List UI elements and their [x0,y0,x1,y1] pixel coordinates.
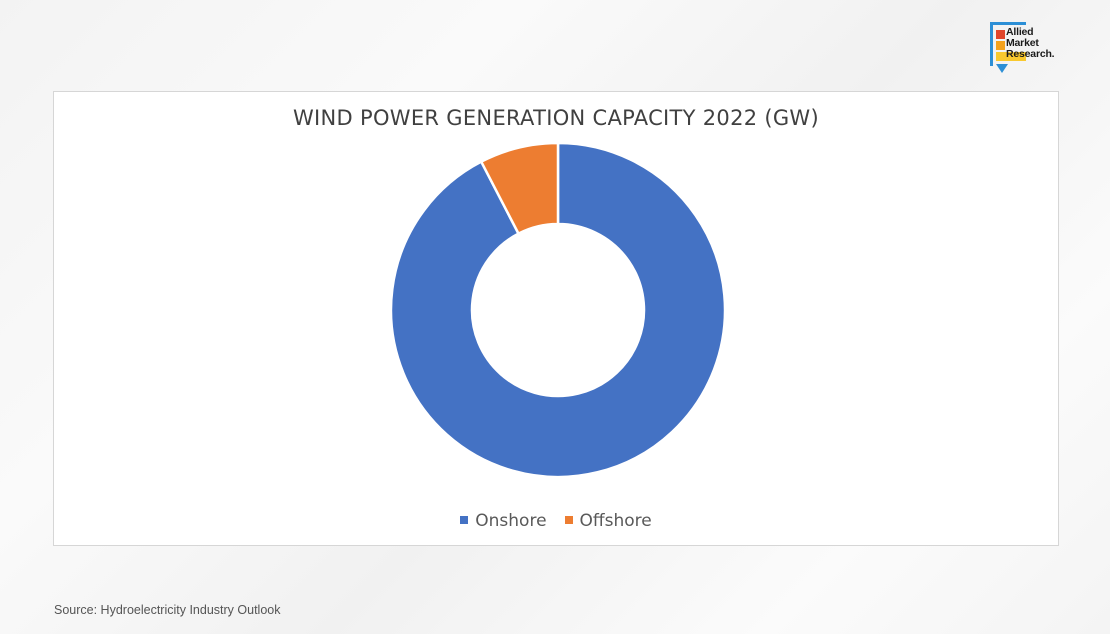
donut-slice-offshore [479,141,560,236]
logo-bar-orange [996,41,1005,50]
logo-bar-red [996,30,1005,39]
logo-line-1: Allied [1006,26,1034,38]
donut-slice-onshore [389,141,727,479]
chart-container: WIND POWER GENERATION CAPACITY 2022 (GW)… [53,91,1059,546]
legend-swatch [564,516,573,524]
chart-legend: Onshore Offshore [54,511,1058,531]
logo-bar-yellow [996,52,1026,61]
logo-tail [996,64,1008,73]
chart-title: WIND POWER GENERATION CAPACITY 2022 (GW) [292,106,819,130]
logo-frame [990,22,1026,66]
legend-label: Offshore [579,511,652,531]
logo-line-3: Research. [1006,48,1055,60]
logo-bars [996,30,1026,63]
logo-wordmark: Allied Market Research. [1006,26,1055,60]
legend-item-offshore: Offshore [564,511,652,531]
legend-label: Onshore [475,511,547,531]
logo-line-2: Market [1006,37,1039,49]
legend-item-onshore: Onshore [460,511,547,531]
legend-swatch [460,516,469,524]
allied-market-research-logo: Allied Market Research. [990,22,1090,78]
source-note: Source: Hydroelectricity Industry Outloo… [54,603,281,617]
donut-chart [389,141,727,479]
